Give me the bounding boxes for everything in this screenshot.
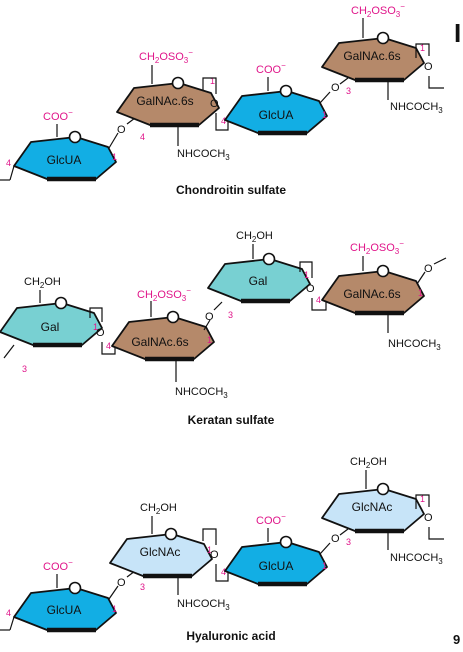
position-4: 4	[316, 295, 321, 305]
acetamido-group: NHCOCH3	[177, 598, 230, 612]
ring-galnac-6s: GalNAc.6s CH2OSO3− NHCOCH3 1	[322, 2, 443, 115]
hydroxymethyl-group: CH2OH	[24, 276, 61, 290]
position-1: 1	[112, 152, 117, 162]
position-1: 1	[210, 76, 215, 86]
position-4: 4	[106, 341, 111, 351]
chondroitin-title: Chondroitin sulfate	[176, 183, 286, 197]
sugar-label: Gal	[249, 274, 268, 288]
sulfate-group: CH2OSO3−	[137, 286, 191, 303]
position-1: 1	[112, 604, 117, 614]
carboxylate-label: COO−	[43, 558, 73, 573]
ring-galnac-6s: GalNAc.6s CH2OSO3− NHCOCH3 1	[322, 239, 441, 352]
position-1: 1	[322, 110, 327, 120]
sugar-label: GlcUA	[47, 153, 82, 167]
glycosidic-oxygen: O	[117, 577, 126, 589]
position-4: 4	[221, 116, 226, 126]
ring-galnac-6s: GalNAc.6s CH2OSO3− 4 NHCOCH3 1	[117, 48, 230, 162]
hydroxymethyl-group: CH2OH	[140, 502, 177, 516]
sugar-label: GlcUA	[259, 559, 294, 573]
position-1: 1	[207, 545, 212, 555]
page-number: 9	[453, 632, 460, 647]
glycosidic-oxygen: O	[331, 82, 340, 94]
ring-glcnac: GlcNAc CH2OH NHCOCH3 1	[322, 456, 443, 566]
sugar-label: GalNAc.6s	[131, 335, 188, 349]
position-1: 1	[420, 494, 425, 504]
sugar-label: GalNAc.6s	[343, 49, 400, 63]
glycosidic-oxygen: O	[205, 311, 214, 323]
carboxylate-label: COO−	[256, 512, 286, 527]
position-1: 1	[93, 322, 98, 332]
corner-mark: I	[454, 18, 461, 48]
acetamido-group: NHCOCH3	[390, 552, 443, 566]
acetamido-group: NHCOCH3	[390, 101, 443, 115]
acetamido-group: NHCOCH3	[175, 386, 228, 400]
ring-glcua: GlcUA COO− 4 1	[0, 108, 117, 180]
sugar-label: GalNAc.6s	[136, 94, 193, 108]
hyaluronic-title: Hyaluronic acid	[186, 629, 275, 643]
ring-glcnac: GlcNAc CH2OH 3 NHCOCH3 1	[110, 502, 230, 612]
glycosidic-oxygen: O	[424, 263, 433, 275]
sugar-label: GlcUA	[259, 108, 294, 122]
keratan-sulfate-unit: Gal CH2OH 3 1 O 4 GalNAc.6s CH2OSO3− NHC…	[0, 230, 447, 427]
ring-gal: Gal CH2OH 1	[208, 230, 310, 301]
sugar-label: Gal	[41, 320, 60, 334]
ring-glcua: GlcUA COO− 1	[225, 61, 327, 133]
sulfate-group: CH2OSO3−	[351, 2, 405, 19]
glycosidic-oxygen: O	[210, 549, 219, 561]
position-4: 4	[6, 158, 11, 168]
glycosidic-oxygen: O	[117, 124, 126, 136]
position-1: 1	[207, 335, 212, 345]
sugar-label: GlcNAc	[352, 500, 393, 514]
sugar-label: GalNAc.6s	[343, 287, 400, 301]
glycosidic-oxygen: O	[306, 283, 315, 295]
glycosidic-oxygen: O	[424, 61, 433, 73]
position-4: 4	[6, 608, 11, 618]
ring-glcua: GlcUA COO− 4 1	[0, 558, 117, 630]
keratan-title: Keratan sulfate	[188, 413, 275, 427]
sugar-label: GlcUA	[47, 603, 82, 617]
position-3: 3	[140, 582, 145, 592]
position-4: 4	[140, 132, 145, 142]
sugar-label: GlcNAc	[140, 545, 181, 559]
glycosidic-oxygen: O	[424, 512, 433, 524]
ring-galnac-6s: GalNAc.6s CH2OSO3− NHCOCH3 1	[112, 286, 228, 400]
chondroitin-sulfate-unit: GlcUA COO− 4 1 O GalNAc.6s CH2OSO3− 4 NH…	[0, 2, 444, 197]
position-1: 1	[304, 270, 309, 280]
hydroxymethyl-group: CH2OH	[236, 230, 273, 244]
ring-gal: Gal CH2OH 3 1	[0, 276, 102, 374]
position-3: 3	[228, 310, 233, 320]
acetamido-group: NHCOCH3	[388, 338, 441, 352]
position-1: 1	[322, 561, 327, 571]
glycosidic-oxygen: O	[96, 327, 105, 339]
ring-glcua: GlcUA COO− 1	[225, 512, 327, 584]
position-1: 1	[418, 288, 423, 298]
position-3: 3	[346, 86, 351, 96]
position-1: 1	[420, 43, 425, 53]
position-3: 3	[22, 364, 27, 374]
hyaluronic-acid-unit: GlcUA COO− 4 1 O GlcNAc CH2OH 3 NHCOCH3 …	[0, 456, 444, 643]
hydroxymethyl-group: CH2OH	[350, 456, 387, 470]
glycosidic-oxygen: O	[210, 98, 219, 110]
position-3: 3	[346, 537, 351, 547]
glycosidic-oxygen: O	[331, 533, 340, 545]
carboxylate-label: COO−	[43, 108, 73, 123]
carboxylate-label: COO−	[256, 61, 286, 76]
position-4: 4	[221, 567, 226, 577]
sulfate-group: CH2OSO3−	[350, 239, 404, 256]
acetamido-group: NHCOCH3	[177, 148, 230, 162]
sulfate-group: CH2OSO3−	[139, 48, 193, 65]
